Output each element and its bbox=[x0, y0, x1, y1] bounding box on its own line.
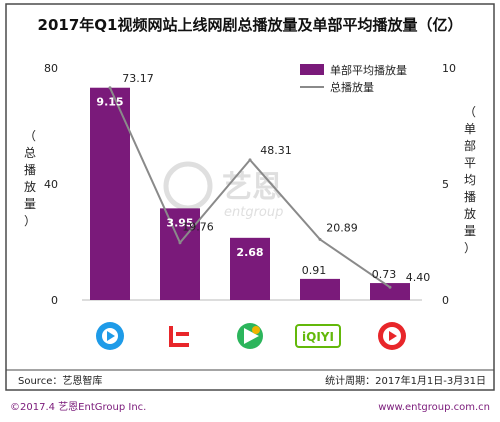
right-axis-label-char: 量 bbox=[464, 224, 476, 238]
line-data-label: 19.76 bbox=[182, 221, 214, 234]
bar-data-label: 9.15 bbox=[96, 96, 123, 109]
right-axis-label-char: 均 bbox=[464, 173, 476, 187]
line-point bbox=[178, 241, 182, 245]
iqiyi-icon: iQIYI bbox=[295, 324, 341, 348]
line-labels: 73.17 19.76 48.31 20.89 4.40 bbox=[122, 72, 430, 284]
legend-label-bar: 单部平均播放量 bbox=[330, 63, 407, 77]
chart-title: 2017年Q1视频网站上线网剧总播放量及单部平均播放量（亿） bbox=[38, 16, 463, 34]
bar-series bbox=[90, 87, 410, 300]
source-text: Source：艺恩智库 bbox=[18, 374, 102, 387]
left-axis-ticks: 80 40 0 bbox=[44, 62, 58, 307]
right-axis-label-char: 播 bbox=[464, 190, 476, 204]
line-data-label: 4.40 bbox=[406, 271, 431, 284]
website-text: www.entgroup.com.cn bbox=[378, 402, 490, 413]
right-axis-label-char: ） bbox=[464, 241, 476, 255]
left-axis-label-char: 量 bbox=[24, 197, 36, 211]
tencent-video-icon bbox=[96, 322, 124, 350]
right-tick-label: 5 bbox=[442, 178, 449, 191]
period-text: 统计周期：2017年1月1日-3月31日 bbox=[325, 374, 486, 387]
letv-icon bbox=[166, 324, 194, 348]
left-axis-label-char: ） bbox=[24, 214, 36, 228]
line-data-label: 20.89 bbox=[326, 221, 358, 234]
line-data-label: 73.17 bbox=[122, 72, 154, 85]
right-tick-label: 10 bbox=[442, 62, 456, 75]
bar bbox=[300, 278, 340, 300]
watermark-logo-icon bbox=[163, 161, 213, 211]
right-axis-label: （ 单部平均播放量 ） bbox=[464, 105, 476, 255]
right-axis-label-char: 平 bbox=[464, 156, 476, 170]
bar-data-label: 0.91 bbox=[302, 264, 327, 277]
right-tick-label: 0 bbox=[442, 294, 449, 307]
watermark: 艺恩 entgroup bbox=[163, 161, 283, 220]
bar-labels: 9.15 3.95 2.68 0.91 0.73 bbox=[96, 96, 396, 281]
legend-swatch-bar bbox=[300, 64, 324, 75]
right-axis-ticks: 10 5 0 bbox=[442, 62, 456, 307]
bar bbox=[90, 87, 130, 300]
left-axis-label-char: 放 bbox=[24, 179, 36, 194]
line-point bbox=[248, 158, 252, 162]
bar bbox=[230, 237, 270, 300]
bar-data-label: 3.95 bbox=[166, 216, 193, 229]
watermark-sub: entgroup bbox=[224, 205, 283, 220]
right-axis-label-char: （ bbox=[464, 105, 476, 119]
legend-label-line: 总播放量 bbox=[330, 80, 374, 94]
left-tick-label: 0 bbox=[51, 294, 58, 307]
left-axis-label-char: 总 bbox=[24, 146, 36, 160]
watermark-main: 艺恩 bbox=[222, 170, 282, 205]
line-data-label: 48.31 bbox=[260, 144, 292, 157]
bar-data-label: 2.68 bbox=[236, 246, 263, 259]
line-point bbox=[318, 237, 322, 241]
svg-text:iQIYI: iQIYI bbox=[302, 330, 334, 344]
bar-data-label: 0.73 bbox=[372, 268, 397, 281]
copyright-text: ©2017.4 艺恩EntGroup Inc. bbox=[10, 401, 146, 413]
youku-icon bbox=[378, 322, 406, 350]
legend: 单部平均播放量 总播放量 bbox=[300, 63, 407, 94]
right-axis-label-char: 单 bbox=[464, 122, 476, 136]
bar bbox=[160, 208, 200, 300]
left-tick-label: 40 bbox=[44, 178, 58, 191]
right-axis-label-char: 放 bbox=[464, 206, 476, 221]
line-point bbox=[108, 86, 112, 90]
line-series bbox=[108, 86, 392, 289]
left-tick-label: 80 bbox=[44, 62, 58, 75]
right-axis-label-char: 部 bbox=[464, 138, 476, 153]
left-axis-label-char: （ bbox=[24, 129, 36, 143]
bar bbox=[370, 283, 410, 300]
left-axis-label-char: 播 bbox=[24, 163, 36, 177]
left-axis-label: （ 总播放量 ） bbox=[24, 129, 36, 228]
iqiyi-green-icon bbox=[237, 323, 263, 349]
line-point bbox=[388, 285, 392, 289]
